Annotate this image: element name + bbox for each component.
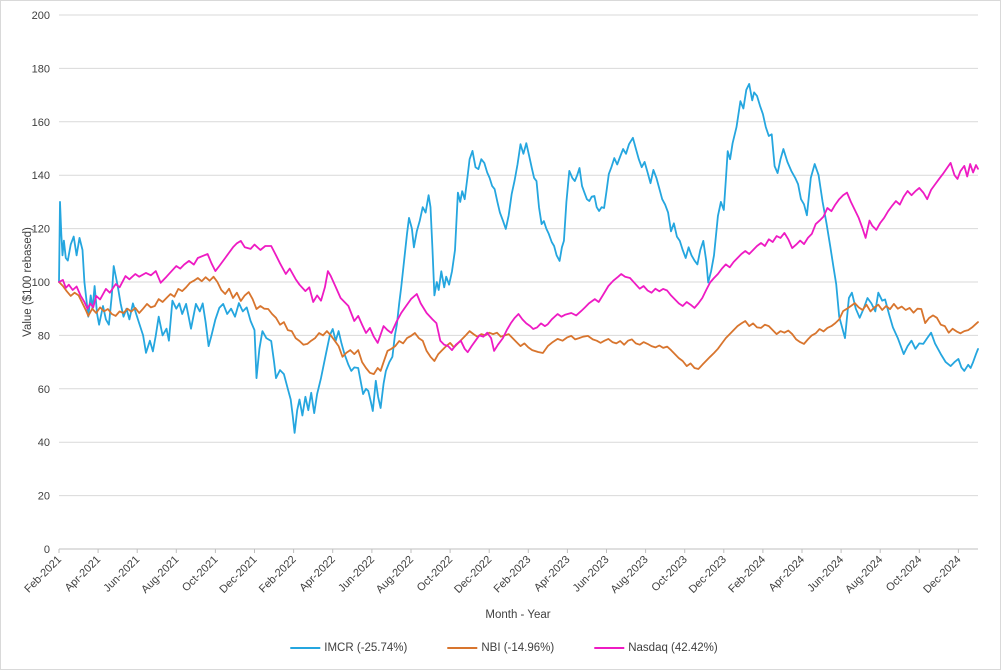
x-tick-label: Aug-2023: [608, 554, 650, 596]
x-tick-label: Apr-2022: [297, 554, 337, 594]
x-tick-label: Aug-2022: [374, 554, 416, 596]
x-tick-label: Apr-2024: [767, 554, 807, 594]
x-tick-label: Dec-2024: [921, 554, 963, 596]
y-tick-label: 80: [38, 330, 50, 342]
legend-label-nasdaq: Nasdaq (42.42%): [628, 642, 718, 654]
series-line-nbi: [58, 275, 979, 376]
x-tick-label: Oct-2022: [415, 554, 455, 594]
y-tick-label: 160: [32, 117, 50, 129]
legend-label-imcr: IMCR (-25.74%): [324, 642, 408, 654]
nbi-line-swatch: [447, 647, 478, 649]
y-tick-label: 140: [32, 170, 50, 182]
y-tick-label: 60: [38, 384, 50, 396]
y-axis-title: Value ($100 rebased): [22, 227, 34, 337]
x-tick-label: Dec-2022: [452, 554, 494, 596]
x-tick-label: Oct-2021: [180, 554, 220, 594]
imcr-line-swatch: [290, 647, 321, 649]
y-tick-label: 120: [32, 224, 50, 236]
x-tick-label: Feb-2024: [726, 554, 768, 596]
x-tick-label: Apr-2021: [63, 554, 103, 594]
x-tick-label: Aug-2024: [843, 554, 885, 596]
x-tick-label: Feb-2023: [492, 554, 534, 596]
x-tick-label: Aug-2021: [139, 554, 181, 596]
legend-item-nasdaq[interactable]: Nasdaq (42.42%): [594, 642, 718, 654]
y-tick-label: 200: [32, 10, 50, 22]
x-tick-label: Apr-2023: [532, 554, 572, 594]
x-tick-label: Dec-2021: [217, 554, 259, 596]
legend-item-imcr[interactable]: IMCR (-25.74%): [290, 642, 407, 654]
x-tick-label: Oct-2024: [884, 554, 924, 594]
x-tick-label: Jun-2024: [805, 554, 846, 595]
x-tick-label: Oct-2023: [649, 554, 689, 594]
y-tick-label: 40: [38, 437, 50, 449]
x-axis-title: Month - Year: [485, 609, 551, 621]
x-tick-label: Jun-2023: [571, 554, 612, 595]
y-tick-label: 180: [32, 63, 50, 75]
legend-item-nbi[interactable]: NBI (-14.96%): [447, 642, 554, 654]
y-tick-label: 0: [44, 544, 50, 556]
series-line-imcr: [58, 83, 979, 434]
legend-label-nbi: NBI (-14.96%): [481, 642, 555, 654]
series-line-nasdaq: [58, 161, 979, 354]
y-tick-label: 100: [32, 277, 50, 289]
chart-legend: IMCR (-25.74%) NBI (-14.96%) Nasdaq (42.…: [290, 642, 718, 654]
y-tick-label: 20: [38, 491, 50, 503]
x-tick-label: Dec-2023: [687, 554, 729, 596]
x-tick-label: Jun-2021: [101, 554, 142, 595]
x-tick-label: Jun-2022: [336, 554, 377, 595]
nasdaq-line-swatch: [594, 647, 625, 649]
x-tick-label: Feb-2021: [22, 554, 64, 596]
x-tick-label: Feb-2022: [257, 554, 299, 596]
